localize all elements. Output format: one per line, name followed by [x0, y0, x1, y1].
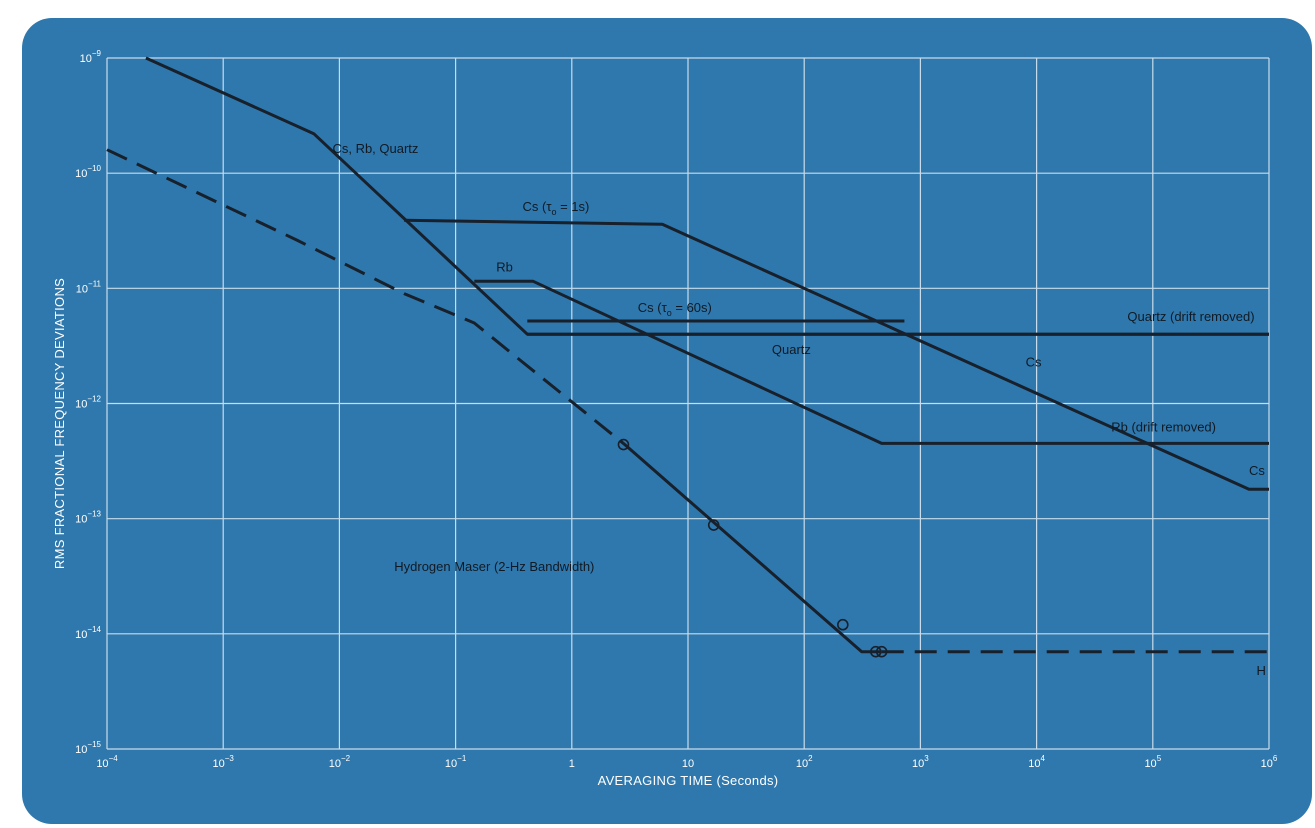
data-point-marker — [875, 645, 888, 658]
annotation-ann-cs-rb-quartz: Cs, Rb, Quartz — [332, 141, 418, 156]
annotation-ann-rb: Rb — [496, 260, 513, 275]
x-tick-label: 10−2 — [329, 754, 351, 770]
annotation-ann-cs-1s-a: Cs (τo = 1s) — [523, 199, 590, 217]
annotation-ann-cs-right: Cs — [1249, 463, 1265, 478]
y-tick-label: 10−10 — [75, 164, 101, 180]
y-tick-label: 10−14 — [75, 625, 101, 641]
annotation-ann-hydrogen: Hydrogen Maser (2-Hz Bandwidth) — [394, 559, 594, 574]
y-tick-label: 10−15 — [75, 740, 101, 756]
data-point-marker — [707, 519, 720, 531]
x-tick-label: 102 — [796, 754, 813, 770]
x-tick-label: 10−1 — [445, 754, 467, 770]
frequency-stability-chart: 10−4 10−3 10−2 10−1 1 10 102 103 104 105 10610−910… — [22, 18, 1312, 824]
x-axis-title: AVERAGING TIME (Seconds) — [598, 773, 779, 788]
data-point-marker — [837, 618, 849, 631]
x-tick-label: 1 — [569, 758, 575, 770]
y-axis-title: RMS FRACTIONAL FREQUENCY DEVIATIONS — [52, 278, 67, 569]
y-tick-label: 10−9 — [80, 49, 102, 65]
annotation-ann-cs-60s: Cs (τo = 60s) — [638, 300, 712, 318]
y-tick-label: 10−13 — [75, 510, 101, 526]
series-line-hydrogen-maser — [622, 442, 882, 654]
annotation-ann-cs-mid: Cs — [1026, 354, 1042, 369]
annotation-ann-quartz: Quartz — [772, 342, 811, 357]
x-tick-label: 105 — [1144, 754, 1161, 770]
grid — [106, 57, 1270, 750]
x-tick-label: 10−3 — [213, 754, 235, 770]
x-tick-label: 10 — [682, 758, 694, 770]
x-tick-label: 104 — [1028, 754, 1045, 770]
x-tick-label: 10−4 — [96, 754, 118, 770]
x-tick-label: 106 — [1261, 754, 1278, 770]
series-line-hydrogen-maser-dashed — [106, 148, 625, 445]
data-point-marker — [869, 645, 882, 658]
annotation-ann-rb-drift: Rb (drift removed) — [1111, 420, 1216, 435]
y-tick-label: 10−11 — [76, 279, 102, 295]
chart-panel: 10−4 10−3 10−2 10−1 1 10 102 103 104 105 106 10−9 10… — [22, 18, 1312, 824]
annotation-ann-h: H — [1256, 663, 1265, 678]
y-tick-label: 10−12 — [75, 395, 101, 411]
annotation-ann-quartz-drift: Quartz (drift removed) — [1127, 309, 1254, 324]
series-line-cs-tau-1s — [404, 218, 1269, 491]
x-tick-label: 103 — [912, 754, 929, 770]
data-point-marker — [617, 438, 630, 451]
series-line-rb — [474, 279, 1269, 445]
